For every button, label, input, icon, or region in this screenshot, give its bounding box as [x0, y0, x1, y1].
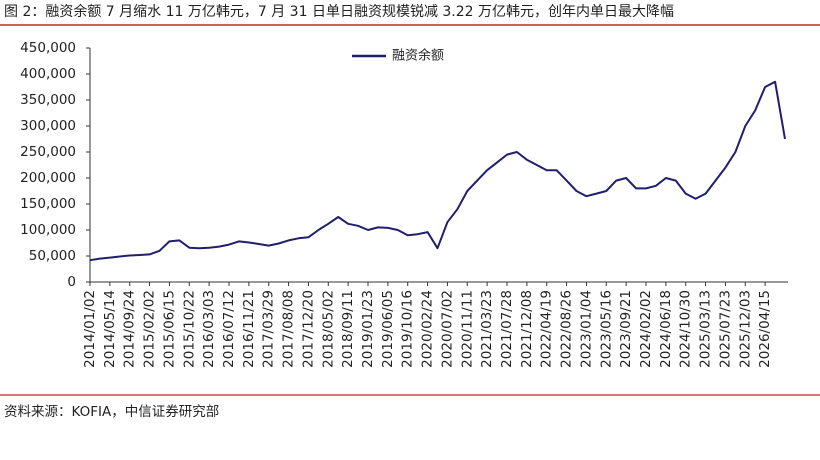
x-tick-label: 2017/08/08: [281, 290, 297, 368]
x-tick-label: 2025/12/03: [737, 290, 753, 368]
x-tick-label: 2024/10/30: [678, 290, 694, 368]
x-tick-label: 2023/05/16: [598, 290, 614, 368]
x-tick-label: 2022/08/26: [559, 290, 575, 368]
x-tick-label: 2018/09/11: [340, 290, 356, 368]
source: 资料来源：KOFIA，中信证券研究部: [4, 404, 219, 420]
x-tick-label: 2021/07/28: [499, 290, 515, 368]
y-tick-label: 450,000: [20, 40, 76, 56]
x-tick-label: 2024/02/02: [638, 290, 654, 368]
x-tick-label: 2021/12/08: [519, 290, 535, 368]
x-tick-label: 2019/06/05: [380, 290, 396, 368]
y-tick-label: 200,000: [20, 170, 76, 186]
y-tick-label: 400,000: [20, 66, 76, 82]
x-tick-label: 2015/10/22: [181, 290, 197, 368]
x-tick-label: 2014/09/24: [122, 290, 138, 368]
y-tick-label: 150,000: [20, 196, 76, 212]
x-tick-label: 2022/04/19: [539, 290, 555, 368]
legend-label: 融资余额: [392, 48, 444, 64]
x-tick-label: 2026/04/15: [757, 290, 773, 368]
x-tick-label: 2023/01/04: [578, 290, 594, 368]
x-tick-label: 2014/05/14: [102, 290, 118, 368]
x-tick-label: 2019/10/16: [400, 290, 416, 368]
y-tick-label: 0: [67, 274, 76, 290]
chart-title: 图 2：融资余额 7 月缩水 11 万亿韩元，7 月 31 日单日融资规模锐减 …: [4, 3, 674, 20]
y-tick-label: 350,000: [20, 92, 76, 108]
x-tick-label: 2017/03/29: [261, 290, 277, 368]
y-tick-label: 50,000: [29, 248, 76, 264]
x-tick-label: 2016/07/12: [221, 290, 237, 368]
y-tick-label: 300,000: [20, 118, 76, 134]
y-tick-label: 250,000: [20, 144, 76, 160]
y-tick-label: 100,000: [20, 222, 76, 238]
x-tick-label: 2025/07/23: [717, 290, 733, 368]
x-tick-label: 2025/03/13: [698, 290, 714, 368]
x-tick-label: 2021/03/23: [479, 290, 495, 368]
x-tick-label: 2024/06/18: [658, 290, 674, 368]
x-tick-label: 2020/07/02: [439, 290, 455, 368]
x-tick-label: 2018/05/02: [320, 290, 336, 368]
x-tick-label: 2020/11/11: [459, 290, 475, 368]
series-line: [89, 80, 786, 262]
x-tick-label: 2023/09/21: [618, 290, 634, 368]
x-tick-label: 2015/02/02: [142, 290, 158, 368]
x-tick-label: 2019/01/23: [360, 290, 376, 368]
x-tick-label: 2016/11/21: [241, 290, 257, 368]
x-tick-label: 2017/12/20: [300, 290, 316, 368]
x-tick-label: 2016/03/03: [201, 290, 217, 368]
x-tick-label: 2015/06/15: [161, 290, 177, 368]
x-tick-label: 2020/02/24: [420, 290, 436, 368]
x-tick-label: 2014/01/02: [82, 290, 98, 368]
